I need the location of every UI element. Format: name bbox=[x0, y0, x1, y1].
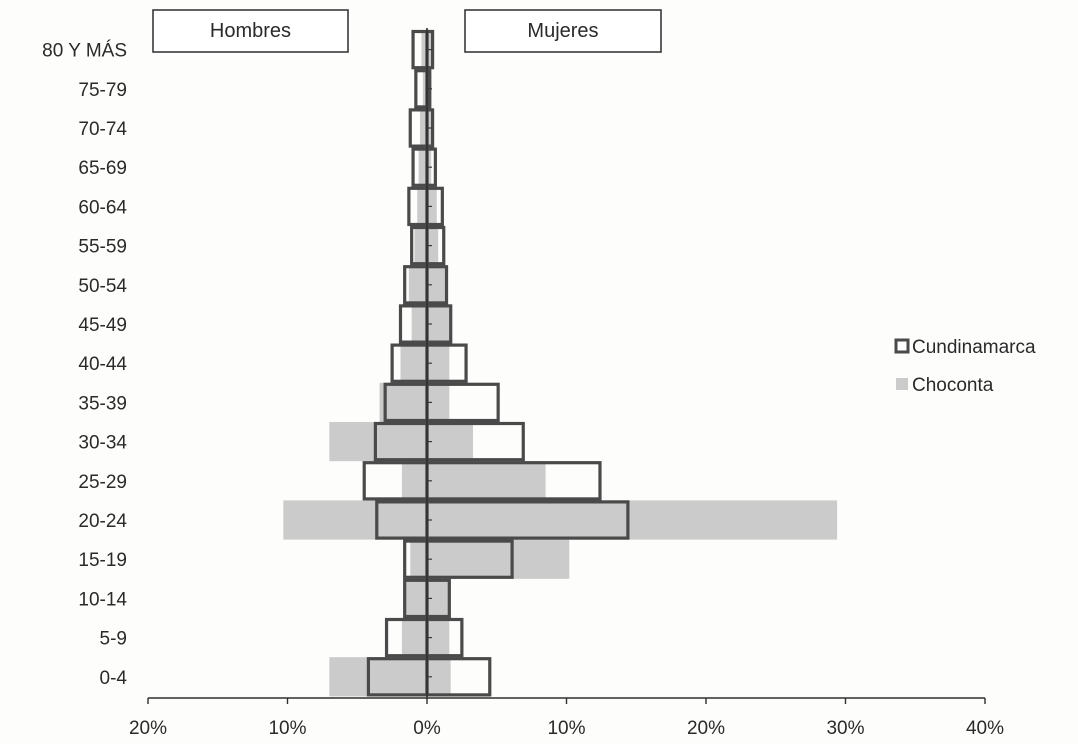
choconta-bar-hombres-5-9 bbox=[401, 618, 427, 658]
choconta-bar-mujeres-40-44 bbox=[427, 343, 450, 383]
x-tick-label-4: 20% bbox=[687, 718, 725, 739]
x-tick-label-1: 10% bbox=[268, 718, 306, 739]
category-label-35-39: 35-39 bbox=[78, 393, 127, 414]
category-label-5-9: 5-9 bbox=[100, 629, 127, 650]
choconta-bar-hombres-35-39 bbox=[379, 382, 427, 422]
choconta-bar-hombres-55-59 bbox=[414, 226, 427, 266]
choconta-bar-mujeres-50-54 bbox=[427, 265, 446, 305]
legend-swatch-choconta bbox=[896, 378, 908, 390]
legend-swatch-cundinamarca bbox=[894, 338, 910, 354]
legend: Cundinamarca Choconta bbox=[894, 337, 1036, 396]
category-label-75-79: 75-79 bbox=[78, 80, 127, 101]
choconta-bar-mujeres-35-39 bbox=[427, 382, 450, 422]
category-label-25-29: 25-29 bbox=[78, 472, 127, 493]
choconta-bar-hombres-10-14 bbox=[406, 578, 427, 618]
choconta-bar-mujeres-10-14 bbox=[427, 578, 450, 618]
hombres-header: Hombres bbox=[210, 20, 291, 42]
choconta-bar-mujeres-15-19 bbox=[427, 539, 570, 579]
mujeres-header: Mujeres bbox=[527, 20, 598, 42]
choconta-bar-hombres-0-4 bbox=[329, 657, 427, 697]
category-label-70-74: 70-74 bbox=[78, 119, 127, 140]
choconta-bar-mujeres-0-4 bbox=[427, 657, 451, 697]
legend-label-choconta: Choconta bbox=[912, 375, 994, 396]
choconta-bar-hombres-20-24 bbox=[283, 500, 427, 540]
category-label-15-19: 15-19 bbox=[78, 550, 127, 571]
category-label-55-59: 55-59 bbox=[78, 237, 127, 258]
category-label-45-49: 45-49 bbox=[78, 315, 127, 336]
choconta-bar-hombres-65-69 bbox=[418, 147, 427, 187]
choconta-bar-mujeres-30-34 bbox=[427, 422, 474, 462]
hombres-header-box bbox=[152, 9, 349, 53]
mujeres-header-box bbox=[464, 9, 662, 53]
x-tick-label-6: 40% bbox=[966, 718, 1004, 739]
x-tick-label-0: 20% bbox=[129, 718, 167, 739]
category-label-60-64: 60-64 bbox=[78, 197, 127, 218]
category-label-10-14: 10-14 bbox=[78, 589, 127, 610]
choconta-bar-hombres-60-64 bbox=[417, 186, 427, 226]
category-label-65-69: 65-69 bbox=[78, 158, 127, 179]
choconta-bar-mujeres-45-49 bbox=[427, 304, 450, 344]
choconta-bar-mujeres-20-24 bbox=[427, 500, 838, 540]
choconta-bar-hombres-30-34 bbox=[329, 422, 427, 462]
sex-headers: Hombres Mujeres bbox=[152, 9, 662, 53]
choconta-bar-mujeres-25-29 bbox=[427, 461, 546, 501]
choconta-bars bbox=[283, 30, 838, 697]
x-tick-label-2: 0% bbox=[413, 718, 441, 739]
category-label-40-44: 40-44 bbox=[78, 354, 127, 375]
category-label-50-54: 50-54 bbox=[78, 276, 127, 297]
choconta-bar-hombres-15-19 bbox=[410, 539, 427, 579]
choconta-bar-hombres-70-74 bbox=[420, 108, 427, 148]
category-label-30-34: 30-34 bbox=[78, 433, 127, 454]
choconta-bar-hombres-50-54 bbox=[408, 265, 427, 305]
x-tick-label-5: 30% bbox=[826, 718, 864, 739]
choconta-bar-hombres-75-79 bbox=[422, 69, 427, 109]
choconta-bar-mujeres-55-59 bbox=[427, 226, 439, 266]
y-axis-labels: 80 Y MÁS 75-79 70-74 65-69 60-64 55-59 50-54 45… bbox=[42, 41, 127, 689]
category-label-0-4: 0-4 bbox=[100, 668, 128, 689]
x-tick-label-3: 10% bbox=[547, 718, 585, 739]
category-label-80-y-m-s: 80 Y MÁS bbox=[42, 41, 127, 62]
category-label-20-24: 20-24 bbox=[78, 511, 127, 532]
legend-label-cundinamarca: Cundinamarca bbox=[912, 337, 1036, 358]
choconta-bar-hombres-40-44 bbox=[400, 343, 427, 383]
choconta-bar-hombres-25-29 bbox=[401, 461, 427, 501]
x-axis: 20% 10% 0% 10% 20% 30% 40% bbox=[129, 28, 1004, 739]
choconta-bar-mujeres-5-9 bbox=[427, 618, 450, 658]
choconta-bar-hombres-80-y-m-s bbox=[421, 30, 427, 70]
choconta-bar-hombres-45-49 bbox=[411, 304, 427, 344]
